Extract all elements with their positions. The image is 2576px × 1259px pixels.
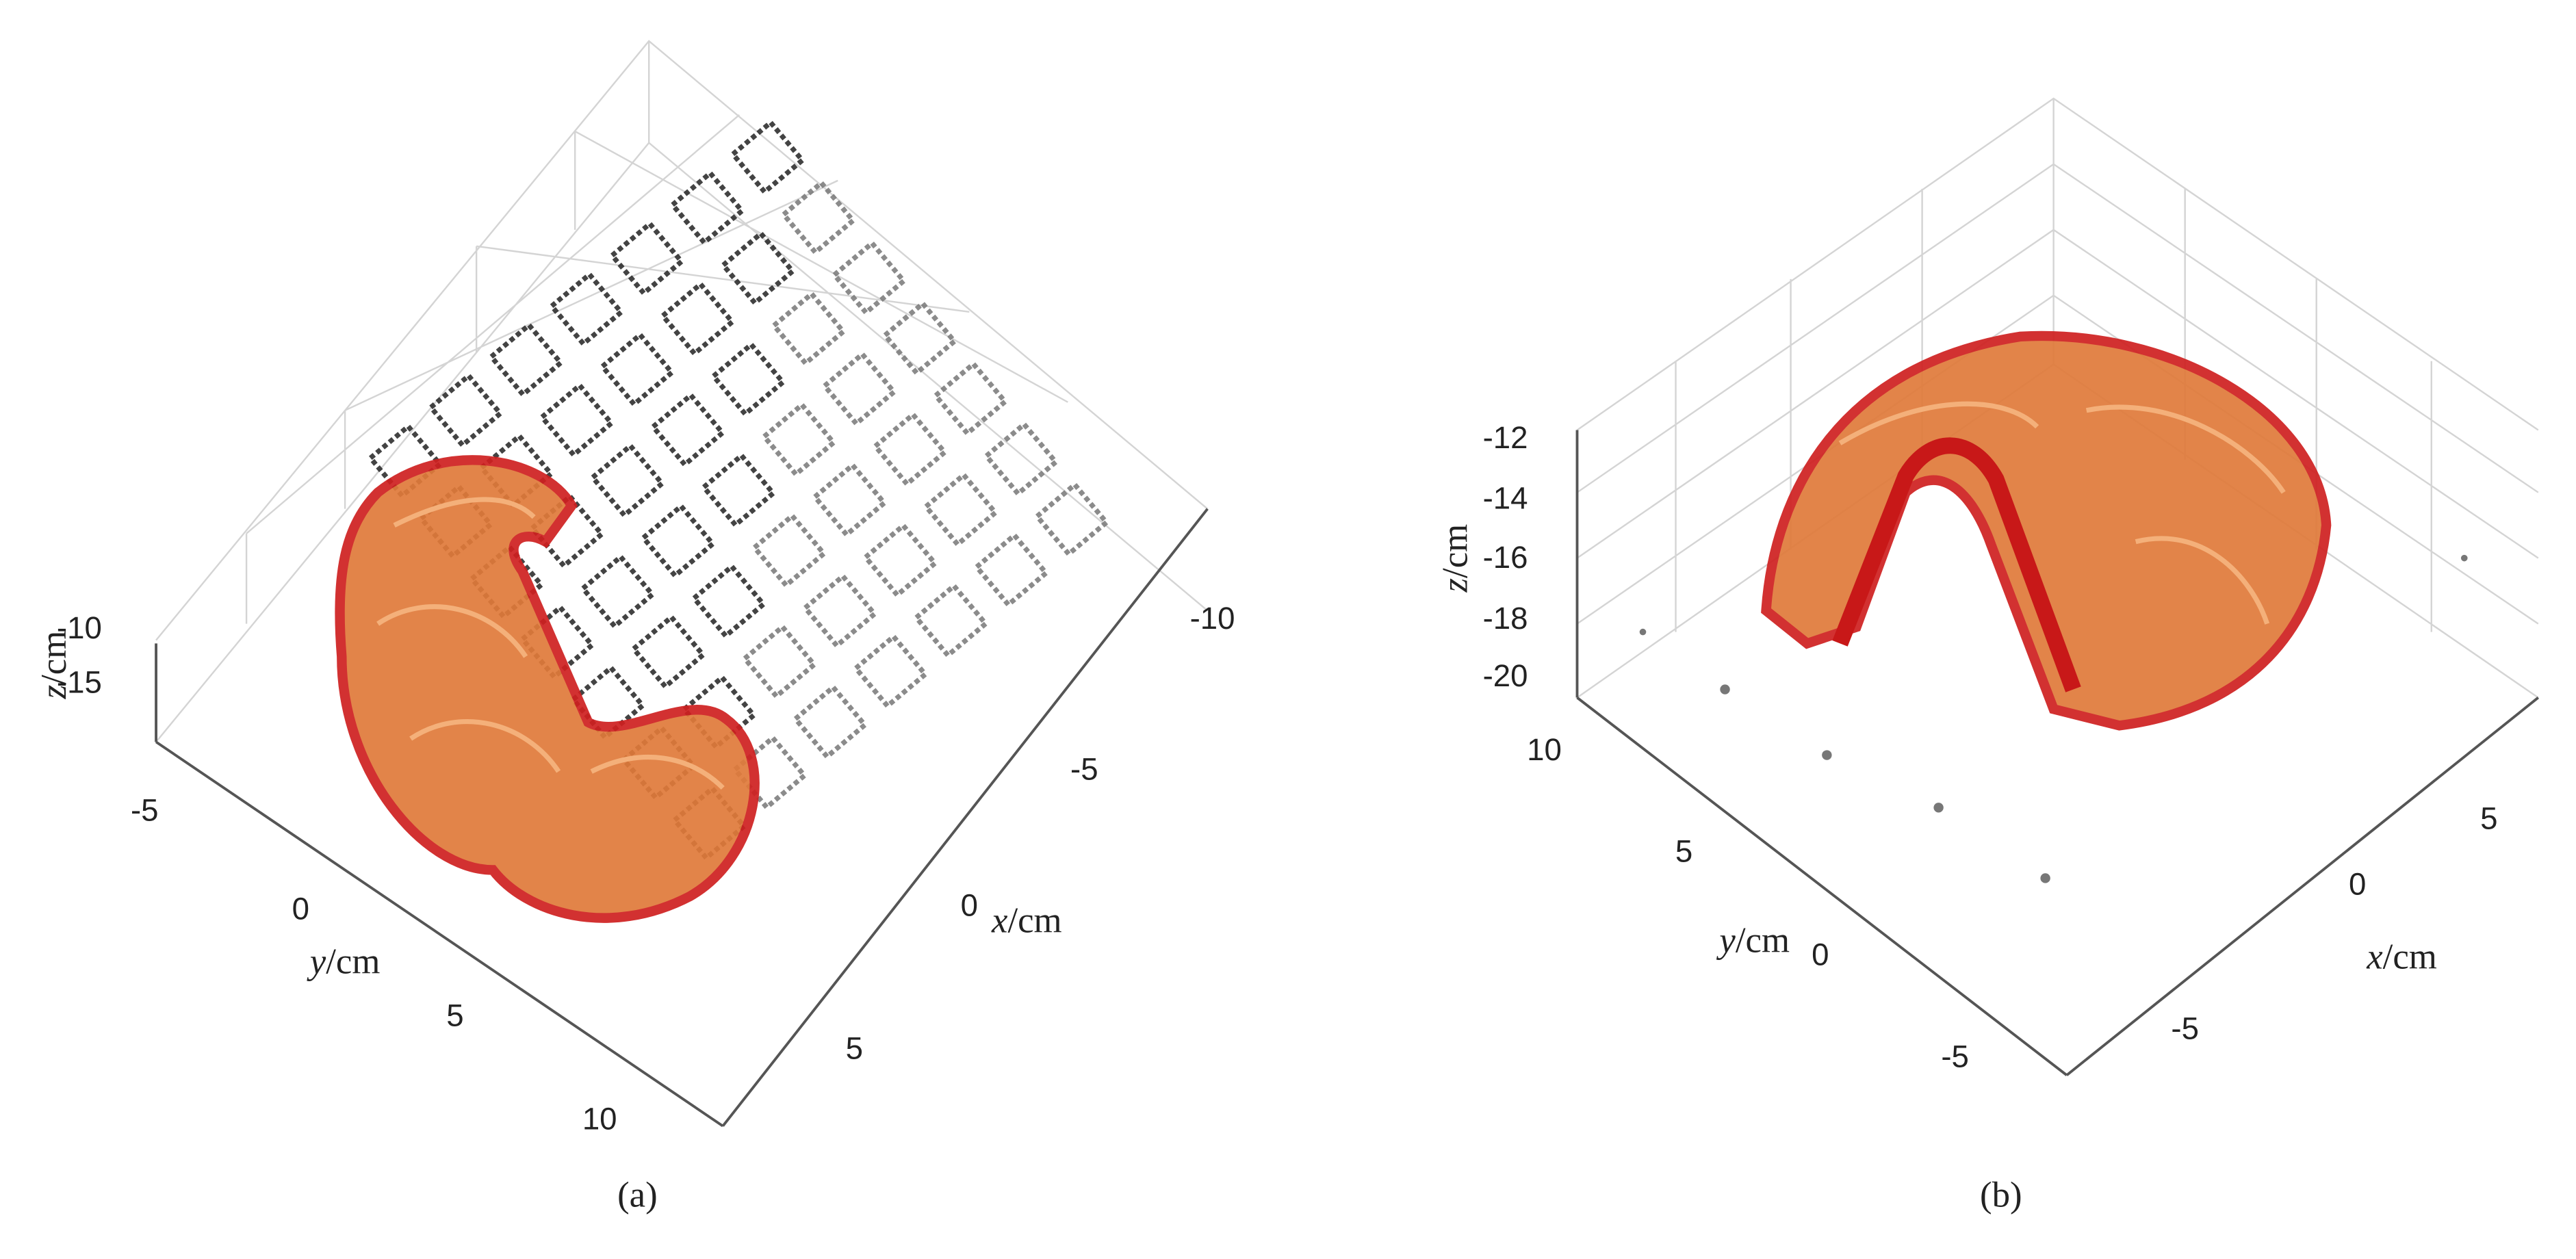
axis-variable: y	[1716, 921, 1736, 961]
axis-unit: /cm	[34, 631, 74, 685]
checker-square	[589, 442, 666, 519]
checker-square	[932, 360, 1009, 437]
x-tick-label: -5	[1070, 752, 1098, 787]
checker-square	[770, 290, 847, 367]
checker-square	[649, 391, 726, 468]
tissue-highlight-a	[376, 497, 725, 790]
z-tick-label: -20	[1483, 658, 1528, 693]
tissue-cloud-a	[335, 455, 760, 923]
checker-square	[881, 300, 958, 377]
axis-variable: z	[34, 685, 74, 700]
z-tick-label: -18	[1483, 601, 1528, 636]
x-axis-label: x/cm	[2366, 937, 2437, 977]
y-axis-label: y/cm	[307, 942, 381, 982]
z-axis-label: z/cm	[34, 631, 74, 700]
z-tick-label: -10	[57, 610, 102, 645]
axis-variable: z	[1436, 578, 1476, 593]
checker-square	[639, 502, 717, 580]
checker-square	[1033, 481, 1110, 558]
checker-square	[700, 452, 777, 529]
axis-variable: x	[991, 901, 1008, 941]
y-tick-label: -5	[131, 793, 159, 828]
y-tick-label: 0	[1812, 937, 1829, 972]
x-tick-label: -10	[1190, 601, 1235, 636]
y-tick-label: 10	[1527, 732, 1562, 767]
checker-square	[912, 582, 990, 659]
x-tick-label: 0	[2349, 866, 2366, 901]
axis-line	[2065, 697, 2539, 1076]
z-tick-label: -12	[1483, 420, 1528, 455]
panel-caption: (a)	[617, 1175, 658, 1215]
checker-square	[669, 170, 746, 246]
checker-square	[862, 522, 939, 599]
panel-caption: (b)	[1980, 1175, 2022, 1215]
checker-square	[821, 350, 898, 428]
z-tick-label: -16	[1483, 540, 1528, 575]
panel: -12 -14 -16 -18 -20 z/cm 10 5 0 -5 y/cm -5 0 5 x/cm (b)	[1436, 420, 2539, 1215]
tissue-highlight-b	[1838, 401, 2286, 625]
checker-square	[741, 623, 818, 700]
grid-box-a	[155, 40, 1209, 743]
noise-points-b	[1639, 554, 2468, 883]
axis-unit: /cm	[326, 942, 380, 982]
y-tick-label: 10	[582, 1102, 617, 1137]
panel: -10 -15z/cm -5 0 5 10 y/cm 5 0 -5 -10 x/cm (a)	[34, 508, 1235, 1215]
z-tick-label: -15	[57, 664, 102, 699]
x-tick-label: -5	[2171, 1011, 2199, 1046]
checker-square	[751, 512, 827, 589]
axis-variable: y	[307, 942, 326, 982]
axis-line	[721, 508, 1209, 1127]
x-axis-label: x/cm	[991, 901, 1062, 941]
checker-square	[487, 322, 565, 398]
x-tick-label: 0	[961, 888, 978, 923]
axis-unit: /cm	[2383, 937, 2437, 977]
y-tick-label: 5	[446, 998, 463, 1033]
checker-square	[780, 179, 857, 256]
y-tick-label: -5	[1941, 1039, 1969, 1074]
x-tick-label: 5	[2480, 801, 2497, 836]
z-axis-label: z/cm	[1436, 524, 1476, 593]
checker-square	[801, 573, 878, 649]
checker-square	[792, 684, 868, 760]
checker-square	[538, 382, 615, 458]
z-tick-label: -14	[1483, 481, 1528, 516]
y-axis-label: y/cm	[1716, 921, 1790, 961]
axis-line	[155, 740, 724, 1128]
checker-square	[579, 553, 656, 630]
checker-square	[599, 331, 675, 408]
axis-variable: x	[2366, 937, 2383, 977]
checker-square	[922, 471, 999, 548]
axis-unit: /cm	[1436, 524, 1476, 578]
y-tick-label: 0	[292, 891, 309, 926]
checker-square	[852, 633, 929, 710]
checker-square	[871, 411, 949, 488]
axis-line	[1576, 697, 2068, 1076]
tissue-inner-b	[1832, 437, 2081, 692]
checker-square	[811, 461, 888, 538]
axis-unit: /cm	[1736, 921, 1790, 961]
checker-square	[973, 532, 1050, 608]
checker-square	[729, 118, 806, 196]
checker-square	[691, 562, 767, 640]
axis-unit: /cm	[1007, 901, 1061, 941]
checker-square	[719, 230, 797, 307]
y-tick-label: 5	[1675, 834, 1692, 869]
x-tick-label: 5	[846, 1030, 863, 1065]
checker-square	[427, 372, 504, 449]
checker-square	[659, 281, 736, 357]
tissue-cloud-b	[1761, 330, 2332, 731]
checker-square	[630, 613, 707, 690]
checker-square	[710, 341, 787, 417]
checker-square	[760, 401, 838, 478]
